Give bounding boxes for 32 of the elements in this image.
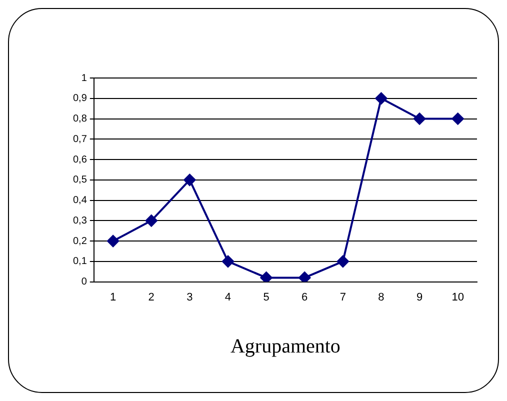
- x-tick-label: 9: [416, 291, 423, 304]
- y-tick-label: 0,6: [72, 154, 88, 166]
- x-tick-label: 5: [263, 291, 270, 304]
- y-tick-label: 0: [81, 276, 88, 288]
- point: [107, 235, 120, 248]
- point: [184, 174, 196, 186]
- x-tick-label: 4: [224, 291, 232, 304]
- x-tick-label: 10: [452, 291, 464, 304]
- x-tick-label: 8: [378, 291, 384, 304]
- point: [375, 92, 388, 104]
- x-tick-label: 2: [148, 291, 154, 304]
- point: [222, 255, 234, 268]
- y-tick-label: 0,5: [72, 174, 88, 186]
- y-tick-label: 0,9: [72, 93, 88, 104]
- point: [452, 112, 464, 125]
- x-tick-label: 1: [110, 291, 116, 304]
- point: [336, 255, 349, 268]
- point: [145, 214, 158, 227]
- y-tick-label: 0,7: [72, 134, 88, 145]
- y-tick-label: 0,3: [72, 215, 88, 226]
- x-tick-label: 7: [340, 291, 346, 304]
- point: [414, 112, 426, 125]
- x-tick-label: 3: [186, 291, 193, 304]
- y-tick-label: 0,1: [72, 256, 88, 268]
- x-axis-title: Agrupamento: [230, 335, 340, 358]
- y-tick-label: 0,4: [72, 195, 88, 206]
- x-tick-label: 6: [302, 291, 308, 304]
- point: [298, 272, 311, 282]
- point: [260, 272, 272, 282]
- y-tick-label: 1: [81, 72, 88, 84]
- y-tick-label: 0,8: [72, 114, 88, 125]
- y-tick-label: 0,2: [72, 236, 88, 247]
